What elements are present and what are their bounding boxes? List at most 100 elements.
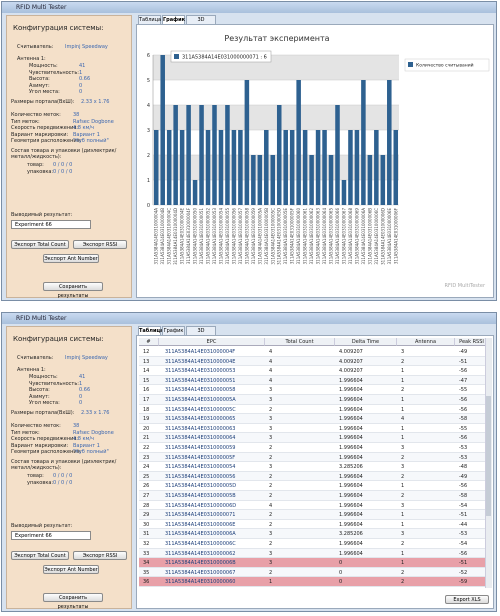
label: товар: — [27, 473, 44, 479]
table-cell: 16 — [143, 387, 150, 394]
table-row[interactable] — [139, 404, 489, 415]
table-row[interactable] — [139, 347, 489, 357]
table-cell: -56 — [459, 406, 468, 413]
table-row[interactable] — [139, 577, 489, 587]
save-button[interactable]: Сохранить результаты — [43, 593, 103, 610]
table-row[interactable] — [139, 548, 489, 559]
table-row[interactable] — [139, 558, 489, 568]
column-header[interactable]: Peak RSSI — [455, 338, 489, 346]
table-row[interactable] — [139, 500, 489, 511]
table-cell: 22 — [143, 445, 150, 451]
table-cell: 21 — [143, 435, 150, 442]
table-cell: 3 — [269, 416, 273, 423]
x-tick-label: 311A5384A14E0310000067 — [341, 208, 346, 265]
table-cell: 311A5384A14E031000005C — [165, 406, 236, 413]
column-header[interactable]: Delta Time — [335, 338, 397, 346]
table-row[interactable] — [139, 481, 489, 491]
table-row[interactable] — [139, 423, 489, 434]
table-cell: 18 — [143, 406, 150, 413]
table-row[interactable] — [139, 539, 489, 549]
table-cell: 33 — [143, 550, 150, 557]
x-tick-label: 311A5384A14E0310000055 — [225, 208, 230, 265]
table-row[interactable] — [139, 471, 489, 482]
export-button[interactable]: Экспорт RSSI — [73, 240, 127, 249]
tab[interactable]: График — [162, 15, 185, 24]
column-header[interactable]: Total Count — [265, 338, 335, 346]
label: упаковка: — [27, 168, 54, 175]
table-cell: -53 — [459, 531, 468, 538]
table-cell: 3 — [269, 435, 273, 442]
experiment-dropdown[interactable]: Experiment 66 — [11, 531, 91, 540]
table-cell: 3.285206 — [339, 464, 363, 471]
x-tick-label: 311A5384A14E031000005F — [290, 207, 295, 264]
column-header[interactable]: # — [139, 338, 159, 346]
table-row[interactable] — [139, 510, 489, 520]
table-cell: 311A5384A14E0310000062 — [165, 550, 236, 557]
table-row[interactable] — [139, 462, 489, 472]
table-cell: 17 — [143, 397, 150, 403]
export-button[interactable]: Экспорт Ant Number — [43, 565, 99, 574]
value: 38 — [73, 112, 80, 118]
x-tick-label: 311A5384A14E031000004B — [160, 208, 165, 265]
label: Чувствительность: — [29, 380, 79, 387]
experiment-dropdown[interactable]: Experiment 66 — [11, 220, 91, 229]
table-row[interactable] — [139, 366, 489, 376]
export-button[interactable]: Экспорт RSSI — [73, 551, 127, 560]
x-tick-label: 311A5384A14E031000006B — [367, 208, 372, 265]
table-row[interactable] — [139, 414, 489, 424]
export-button[interactable]: Экспорт Ant Number — [43, 254, 99, 263]
table-cell: 2 — [269, 541, 273, 547]
table-row[interactable] — [139, 491, 489, 501]
table-row[interactable] — [139, 395, 489, 405]
table-cell: 2 — [269, 521, 273, 528]
bar — [380, 155, 386, 205]
export-xls-button[interactable]: Export XLS — [445, 595, 489, 604]
table-cell: -54 — [459, 541, 468, 547]
table-cell: 311A5384A14E0310000065 — [165, 416, 236, 423]
table-cell: 1.996604 — [339, 377, 363, 384]
table-row[interactable] — [139, 356, 489, 367]
table-row[interactable] — [139, 567, 489, 578]
tab[interactable]: 3D — [186, 15, 216, 24]
x-tick-label: 311A5384A14E031000006E — [387, 208, 392, 265]
table-cell: 1 — [401, 397, 405, 403]
export-button[interactable]: Экспорт Total Count — [11, 240, 69, 249]
table-cell: 2 — [269, 445, 273, 451]
table-cell: 2 — [269, 454, 273, 461]
y-tick-label: 5 — [147, 78, 150, 84]
column-header[interactable]: EPC — [159, 338, 265, 346]
table-row[interactable] — [139, 375, 489, 386]
table-cell: 1 — [401, 550, 405, 557]
table-row[interactable] — [139, 443, 489, 453]
bar — [218, 130, 224, 205]
tab[interactable]: Таблица — [138, 326, 164, 335]
label: Размеры портала(ВxШ): — [11, 99, 75, 105]
value: Rafsec Dogbone — [73, 118, 114, 125]
table-cell: -56 — [459, 483, 468, 490]
table-row[interactable] — [139, 433, 489, 443]
table-cell: 30 — [143, 521, 150, 528]
table-row[interactable] — [139, 529, 489, 539]
table-cell: 0 — [339, 579, 343, 586]
save-button[interactable]: Сохранить результаты — [43, 282, 103, 299]
x-tick-label: 311A5384A14E0310000068 — [348, 208, 353, 265]
table-row[interactable] — [139, 452, 489, 463]
table-row[interactable] — [139, 519, 489, 530]
tab[interactable]: График — [162, 326, 185, 335]
table-cell: 311A5384A14E0310000071 — [165, 512, 236, 519]
table-cell: 2 — [401, 473, 405, 480]
scrollbar-thumb[interactable] — [486, 396, 491, 516]
tab[interactable]: 3D — [186, 326, 216, 335]
column-header[interactable]: Antenna — [397, 338, 455, 346]
label: Высота: — [29, 76, 50, 82]
table-cell: 25 — [143, 473, 150, 480]
value: "Куб полный" — [73, 138, 109, 144]
export-button[interactable]: Экспорт Total Count — [11, 551, 69, 560]
table-cell: 311A5384A14E031000006B — [165, 560, 236, 567]
value: 0 — [79, 89, 83, 95]
table-row[interactable] — [139, 385, 489, 395]
tab[interactable]: Таблица — [138, 15, 162, 24]
table-cell: 1.996604 — [339, 397, 363, 403]
table-cell: 1.996604 — [339, 416, 363, 423]
bar — [315, 130, 321, 205]
